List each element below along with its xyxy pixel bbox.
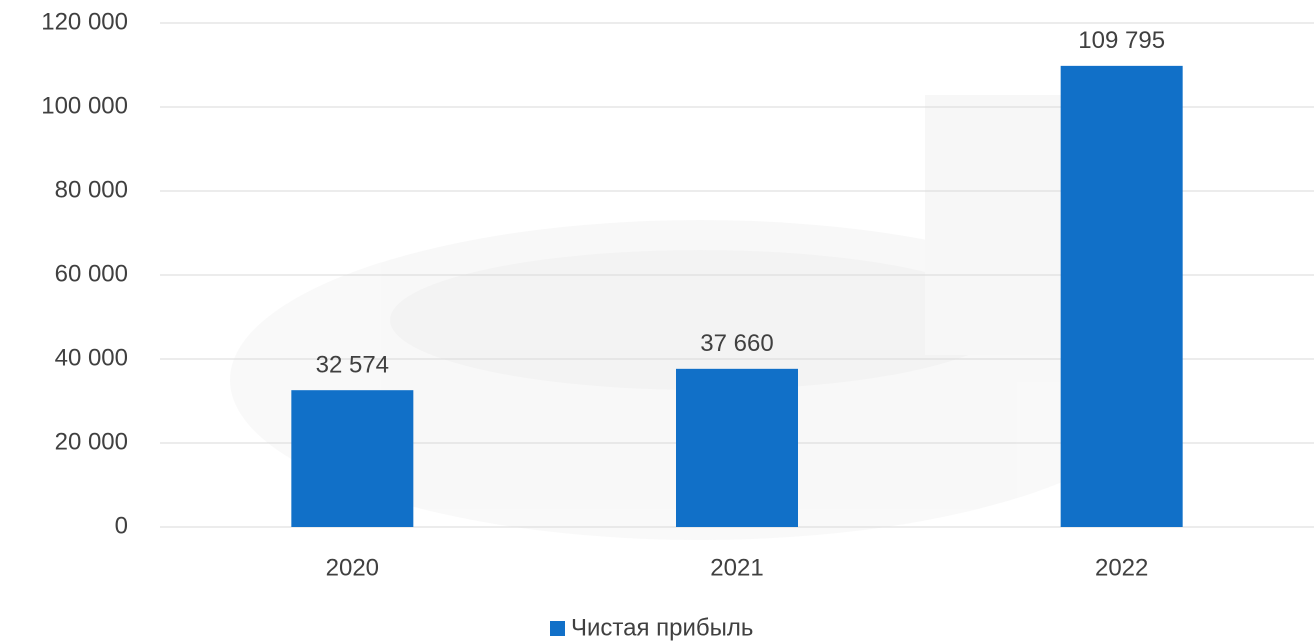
y-tick-label: 120 000 (41, 8, 128, 35)
y-tick-label: 20 000 (55, 428, 128, 455)
data-label: 109 795 (1078, 27, 1165, 54)
y-tick-label: 0 (115, 512, 128, 539)
bar (291, 390, 414, 527)
legend-swatch (550, 621, 565, 636)
y-tick-label: 40 000 (55, 344, 128, 371)
y-tick-label: 100 000 (41, 92, 128, 119)
x-tick-label: 2020 (326, 554, 379, 581)
data-label: 32 574 (316, 352, 389, 379)
y-tick-label: 80 000 (55, 176, 128, 203)
y-tick-label: 60 000 (55, 260, 128, 287)
data-label: 37 660 (700, 330, 773, 357)
bar (676, 368, 798, 527)
x-tick-label: 2022 (1095, 554, 1148, 581)
x-tick-label: 2021 (710, 554, 763, 581)
bar (1060, 65, 1183, 528)
legend-label: Чистая прибыль (571, 614, 753, 641)
